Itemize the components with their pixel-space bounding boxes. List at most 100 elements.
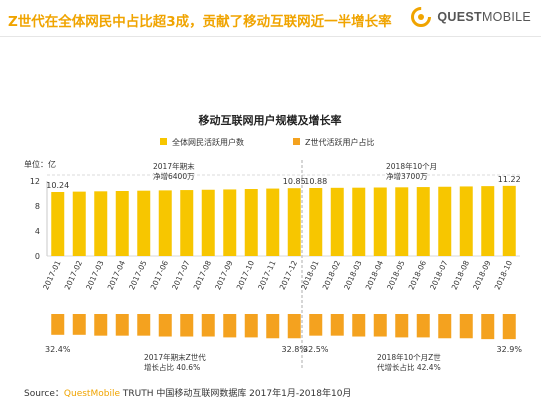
bottom-bar-series [51,314,516,340]
header-divider [0,36,541,37]
top-bar [352,187,366,256]
annotation-z-2018: 2018年10个月Z世 [377,352,441,362]
x-tick-label: 2017-11 [256,259,277,291]
bottom-bar [459,314,473,339]
top-bar [51,192,65,256]
bottom-bar [223,314,237,338]
x-tick-label: 2018-10 [493,259,514,291]
annotation-z-2018: 代增长占比 42.4% [377,362,441,372]
bottom-bar [416,314,430,338]
annotation-z-2017: 增长占比 40.6% [144,362,200,372]
bottom-bar [352,314,366,337]
bottom-bar [395,314,409,338]
unit-label: 单位：亿 [24,159,56,169]
bottom-bar [180,314,194,337]
top-bar [287,188,301,256]
bottom-bar [158,314,172,337]
bottom-bar [266,314,280,339]
top-bar [137,190,151,256]
bottom-bar [309,314,323,336]
top-bar-series [51,185,516,256]
top-bar [395,187,409,256]
annotation-net-2017: 净增6400万 [153,171,195,181]
x-tick-label: 2018-05 [385,259,406,291]
x-tick-label: 2017-09 [213,259,234,291]
legend-label-top: 全体网民活跃用户数 [172,137,244,147]
legend-label-bottom: Z世代活跃用户占比 [305,137,374,147]
x-tick-label: 2017-04 [106,259,127,291]
bottom-bar [201,314,215,337]
source-note: Source：QuestMobile TRUTH 中国移动互联网数据库 2017… [24,389,352,399]
x-tick-label: 2018-03 [342,259,363,291]
legend-swatch-top [160,138,167,145]
x-tick-label: 2017-10 [235,259,256,291]
brand-logo: QUESTMOBILE [410,6,531,28]
y-tick-label: 8 [35,202,40,211]
top-bar [94,191,108,256]
top-bar [416,187,430,256]
x-tick-label: 2017-05 [127,259,148,291]
top-bar [180,190,194,256]
x-tick-label: 2018-08 [450,259,471,291]
x-tick-label: 2017-03 [84,259,105,291]
bottom-bar [94,314,108,336]
x-tick-label: 2017-02 [63,259,84,291]
x-tick-label: 2017-12 [278,259,299,291]
top-bar [201,189,215,256]
chart-title: 移动互联网用户规模及增长率 [199,113,342,127]
top-bar [115,191,129,256]
top-bar [438,186,452,256]
top-bar [459,186,473,256]
bottom-data-label: 32.8% [282,345,308,354]
bottom-bar [287,314,301,339]
annotation-z-2017: 2017年期末Z世代 [144,352,206,362]
top-bar [502,185,516,256]
bottom-bar [330,314,344,336]
bottom-bar [137,314,151,336]
y-tick-label: 4 [35,227,40,236]
x-tick-label: 2018-02 [321,259,342,291]
bottom-bar [502,314,516,340]
x-tick-label: 2018-06 [407,259,428,291]
top-data-label: 10.88 [304,177,327,186]
bottom-bar [72,314,86,335]
x-tick-label: 2017-08 [192,259,213,291]
bottom-data-labels: 32.4% 32.8%32.5% 32.9% [45,345,522,354]
bottom-data-label: 32.9% [497,345,523,354]
top-bar [72,191,86,256]
top-bar [330,187,344,256]
annotation-net-2018: 净增3700万 [386,171,428,181]
top-bar [266,188,280,256]
top-bar [223,189,237,256]
top-bar [158,190,172,256]
top-bar [309,188,323,256]
y-tick-label: 12 [30,177,40,186]
bottom-bar [373,314,387,337]
x-axis-tick-labels: 2017-01 2017-02 2017-03 2017-04 2017-05 2017-… [41,259,514,291]
bottom-bar [438,314,452,339]
top-data-label: 11.22 [498,175,521,184]
bottom-bar [481,314,495,340]
questmobile-logo-icon [411,7,432,27]
x-tick-label: 2017-06 [149,259,170,291]
bottom-data-label: 32.5% [303,345,329,354]
top-bar [481,186,495,256]
top-bar [373,187,387,256]
bottom-bar [51,314,65,335]
bottom-data-label: 32.4% [45,345,71,354]
x-tick-label: 2018-04 [364,259,385,291]
y-tick-label: 0 [35,252,40,261]
top-data-label: 10.24 [46,181,69,190]
top-bar [244,189,258,256]
x-tick-label: 2018-09 [471,259,492,291]
bottom-bar [115,314,129,336]
annotation-net-2018: 2018年10个月 [386,161,437,171]
x-tick-label: 2017-01 [41,259,62,291]
legend: 全体网民活跃用户数 Z世代活跃用户占比 [160,137,374,147]
x-tick-label: 2017-07 [170,259,191,291]
top-data-label: 10.85 [283,177,306,186]
legend-swatch-bottom [293,138,300,145]
